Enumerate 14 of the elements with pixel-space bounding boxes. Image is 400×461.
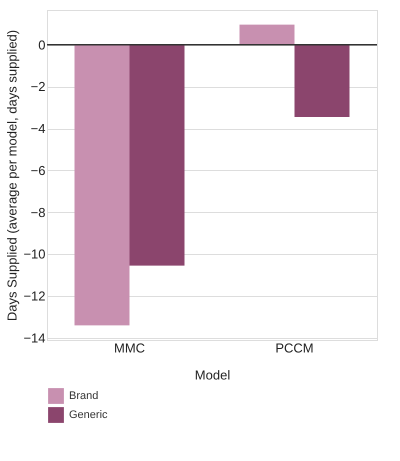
- legend-label: Brand: [69, 390, 98, 402]
- x-tick-label: PCCM: [275, 340, 314, 356]
- y-axis-title: Days Supplied (average per model, days supplied): [4, 30, 20, 322]
- y-tick-label: −12: [23, 288, 46, 304]
- legend-label: Generic: [69, 409, 108, 421]
- y-tick-label: −6: [30, 162, 46, 178]
- y-tick-label: −8: [30, 204, 46, 220]
- x-axis-title: Model: [194, 368, 230, 382]
- y-tick-label: −14: [23, 330, 46, 346]
- y-tick-label: 0: [38, 37, 46, 52]
- y-tick-label: −4: [30, 121, 46, 136]
- y-tick-label: −2: [30, 79, 46, 94]
- y-tick-label: −10: [23, 246, 46, 262]
- x-tick-label: MMC: [114, 340, 146, 356]
